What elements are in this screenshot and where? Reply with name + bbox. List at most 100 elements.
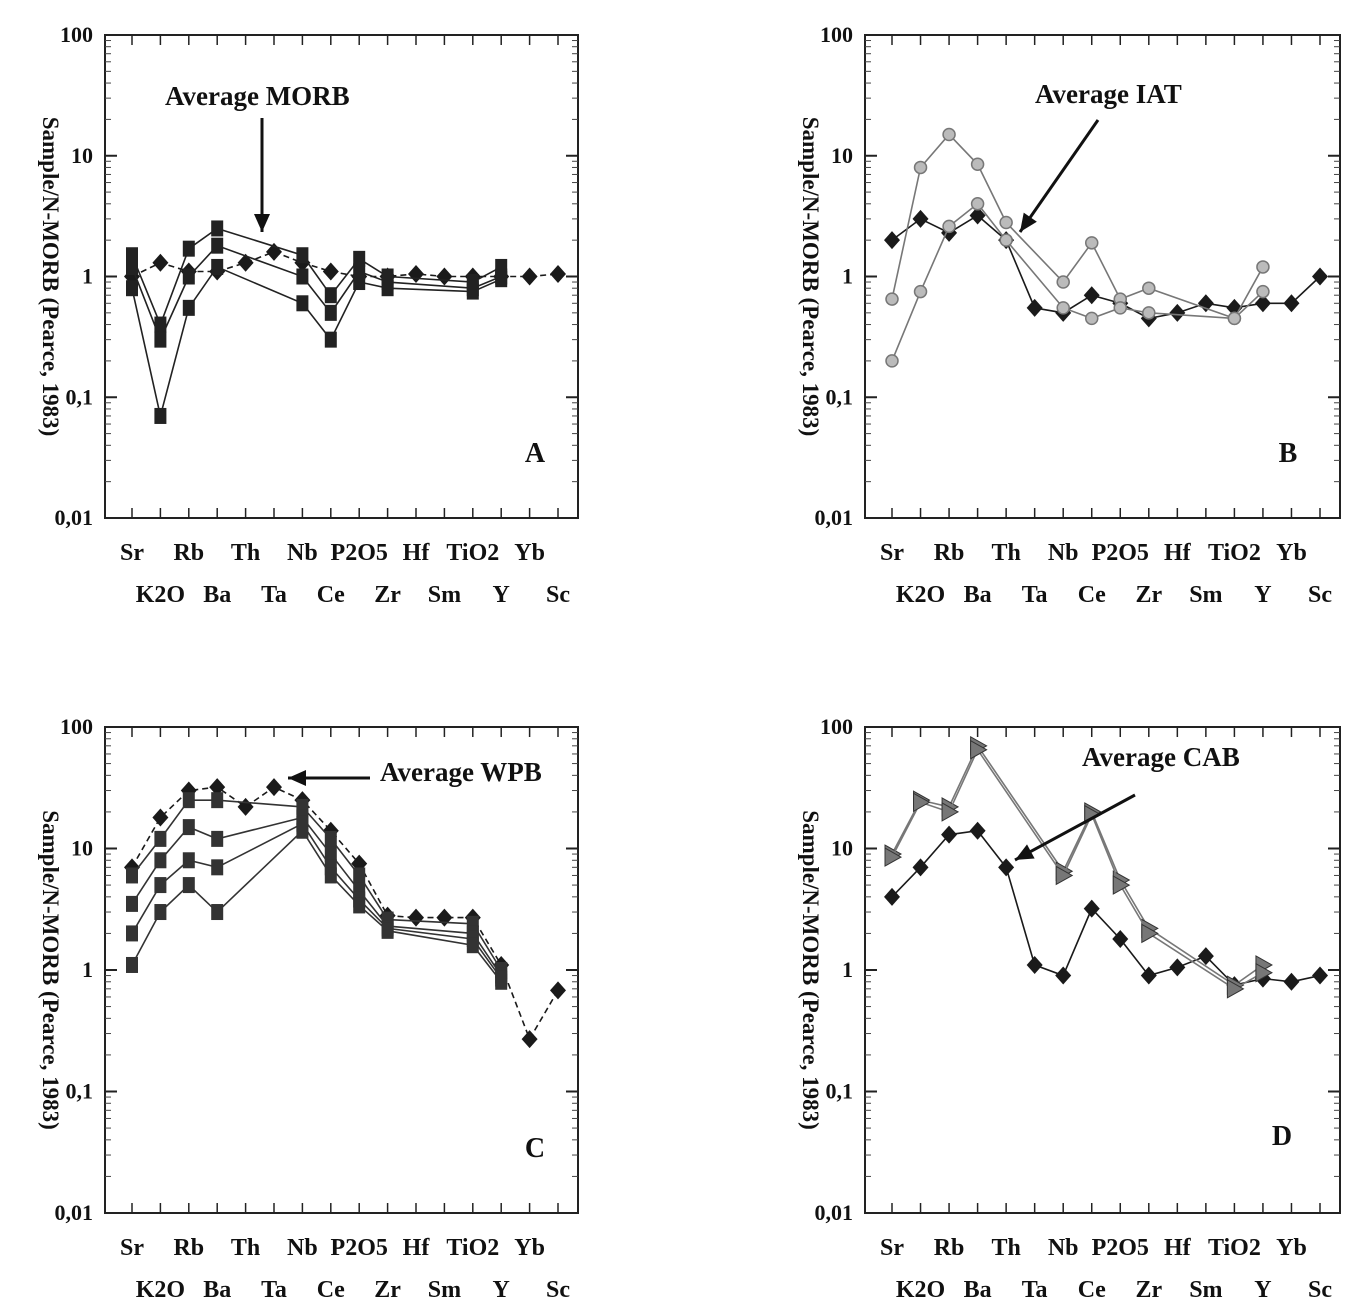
x-tick-label: K2O (896, 1277, 945, 1300)
y-tick-label: 0,01 (55, 505, 94, 530)
data-point-circle (885, 292, 899, 306)
annotation-arrow-head (1020, 212, 1037, 232)
data-point-circle (1113, 301, 1128, 315)
series-line (131, 822, 502, 980)
data-point-circle (1084, 311, 1099, 326)
data-point-circle (999, 233, 1013, 247)
x-tick-label: Sm (428, 582, 461, 608)
x-tick-label: Ba (203, 582, 231, 608)
data-point-diamond (436, 267, 453, 286)
x-tick-label: Nb (1048, 540, 1079, 566)
data-point-square (126, 895, 138, 912)
y-tick-label: 0,1 (66, 384, 94, 409)
data-point-diamond (152, 808, 169, 827)
x-tick-label: P2O5 (331, 1235, 388, 1261)
data-point-diamond (1283, 294, 1300, 313)
data-point-square (296, 247, 309, 264)
series-line (891, 744, 1264, 987)
x-tick-label: Y (493, 582, 510, 608)
annotation-arrow-head (254, 214, 270, 232)
data-point-square (154, 830, 167, 847)
panel-letter: D (1272, 1121, 1292, 1152)
x-tick-label: Sm (1189, 1277, 1222, 1300)
data-point-diamond (209, 778, 226, 797)
data-point-square (324, 867, 337, 884)
data-point-diamond (1254, 294, 1271, 313)
x-tick-label: Sr (120, 1235, 144, 1261)
y-axis-label: Sample/N-MORB (Pearce, 1983) (38, 117, 63, 437)
data-point-square (126, 280, 138, 297)
data-point-square (466, 283, 479, 300)
data-point-square (353, 867, 366, 884)
data-point-circle (885, 354, 899, 368)
data-point-triangle (1112, 875, 1131, 895)
x-tick-label: Yb (514, 540, 545, 566)
x-tick-label: Nb (287, 1235, 318, 1261)
data-point-circle (999, 215, 1013, 230)
series-line (131, 265, 502, 417)
data-point-square (154, 852, 167, 869)
data-point-diamond (912, 209, 929, 228)
x-tick-label: Sr (880, 1235, 904, 1261)
data-point-square (324, 331, 337, 348)
series-4 (126, 822, 508, 990)
data-point-square (182, 852, 195, 869)
data-point-diamond (1026, 955, 1043, 974)
x-tick-label: Ta (261, 582, 287, 608)
data-point-circle (1227, 311, 1242, 326)
x-tick-label: Ce (317, 1277, 345, 1300)
data-point-square (211, 904, 224, 921)
series-line (891, 829, 1321, 987)
series-2 (884, 739, 1273, 999)
x-tick-label: Ta (1022, 1277, 1048, 1300)
data-point-circle (942, 127, 956, 142)
x-tick-label: Nb (1048, 1235, 1079, 1261)
data-point-circle (1256, 284, 1270, 299)
data-point-diamond (969, 206, 986, 225)
data-point-square (381, 922, 394, 939)
data-point-circle (1084, 236, 1099, 250)
series-3 (126, 815, 508, 987)
y-tick-label: 0,01 (815, 1200, 854, 1225)
data-point-circle (913, 284, 928, 299)
data-point-triangle (1255, 962, 1273, 983)
data-point-square (495, 973, 508, 990)
x-tick-label: Sc (546, 1277, 570, 1300)
x-tick-label: Ta (1022, 582, 1048, 608)
data-point-square (182, 268, 195, 285)
data-point-circle (1256, 260, 1270, 274)
y-tick-label: 0,01 (55, 1200, 94, 1225)
panel-letter: B (1279, 438, 1298, 469)
data-point-square (182, 877, 195, 894)
series-line (131, 250, 559, 278)
data-point-square (154, 316, 167, 333)
data-point-diamond (1169, 958, 1186, 977)
x-tick-label: Ta (261, 1277, 287, 1300)
x-tick-label: Th (991, 540, 1020, 566)
y-tick-label: 100 (820, 714, 853, 739)
series-2 (885, 197, 1270, 368)
series-1 (884, 735, 1273, 996)
y-tick-label: 0,1 (66, 1079, 94, 1104)
data-point-diamond (1197, 947, 1214, 966)
x-tick-label: P2O5 (1092, 540, 1149, 566)
data-point-square (126, 925, 138, 942)
x-tick-label: Yb (1276, 1235, 1307, 1261)
data-point-square (211, 830, 224, 847)
series-line (131, 244, 502, 342)
data-point-square (182, 240, 195, 257)
x-tick-label: Hf (403, 540, 431, 566)
x-tick-label: P2O5 (331, 540, 388, 566)
data-point-diamond (884, 887, 900, 906)
x-tick-label: Sc (1308, 582, 1332, 608)
data-point-square (182, 792, 195, 809)
x-tick-label: Yb (1276, 540, 1307, 566)
x-tick-label: Sr (120, 540, 144, 566)
data-point-triangle (1141, 923, 1159, 944)
data-point-square (182, 819, 195, 836)
x-tick-label: Th (991, 1235, 1020, 1261)
data-point-diamond (1055, 966, 1072, 985)
x-tick-label: Rb (173, 1235, 204, 1261)
